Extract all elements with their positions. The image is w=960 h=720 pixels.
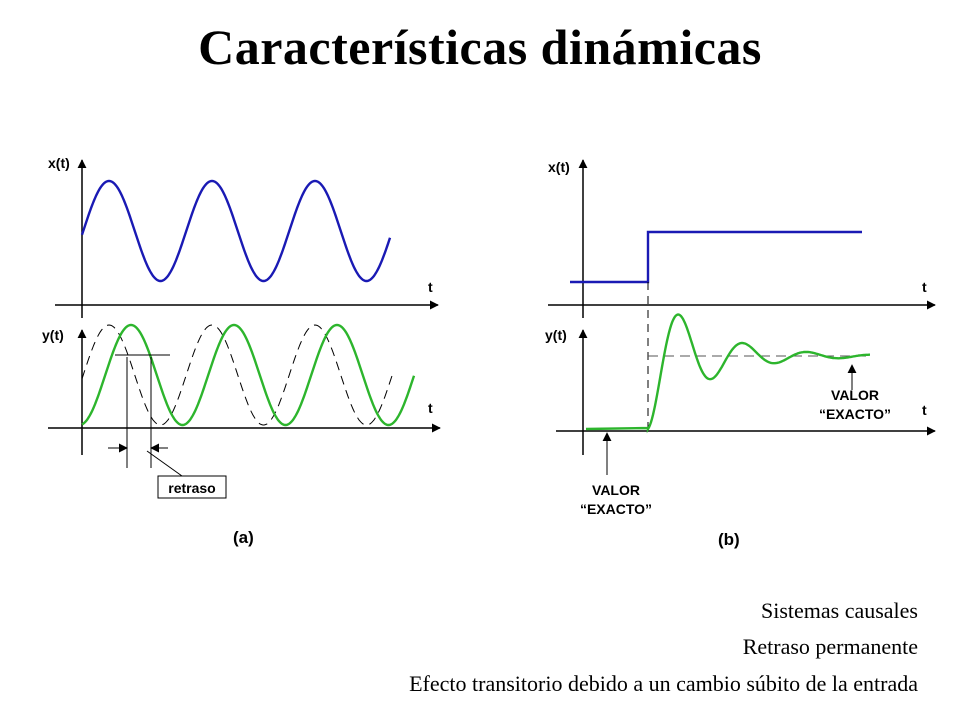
panel-b: x(t) t y(t) t VALOR “EXACTO” VALOR “EXAC… [545,159,936,549]
panel-a-delay-label: retraso [168,480,215,496]
panel-a-output-time-label: t [428,400,433,416]
panel-b-initial-value-label-line2: “EXACTO” [580,501,652,517]
panel-a-label: (a) [233,528,254,547]
panel-a-delay-pointer [146,450,183,477]
panel-a-input-time-label: t [428,279,433,295]
panel-a: x(t) t y(t) t retraso (a) [42,155,441,547]
panel-a-reference-dashed-wave [81,324,393,426]
panel-b-output-transient-response [585,313,870,434]
page-title: Características dinámicas [198,19,762,75]
panel-b-input-step [570,230,862,284]
caption-causal-systems: Sistemas causales [760,598,918,623]
caption-transient-effect: Efecto transitorio debido a un cambio sú… [409,671,918,696]
panel-b-output-time-label: t [922,402,927,418]
panel-b-input-axis-label: x(t) [548,159,570,175]
panel-a-output-sine-wave [81,323,416,427]
panel-b-final-value-label-line2: “EXACTO” [819,406,891,422]
panel-b-initial-value-label-line1: VALOR [592,482,640,498]
panel-b-input-time-label: t [922,279,927,295]
panel-b-output-axis-label: y(t) [545,327,567,343]
caption-permanent-delay: Retraso permanente [742,634,918,659]
panel-a-input-axis-label: x(t) [48,155,70,171]
panel-a-input-sine-wave [80,179,392,283]
panel-a-delay-box [157,475,227,499]
panel-a-output-axis-label: y(t) [42,327,64,343]
panel-b-final-value-label-line1: VALOR [831,387,879,403]
panel-b-label: (b) [718,530,740,549]
